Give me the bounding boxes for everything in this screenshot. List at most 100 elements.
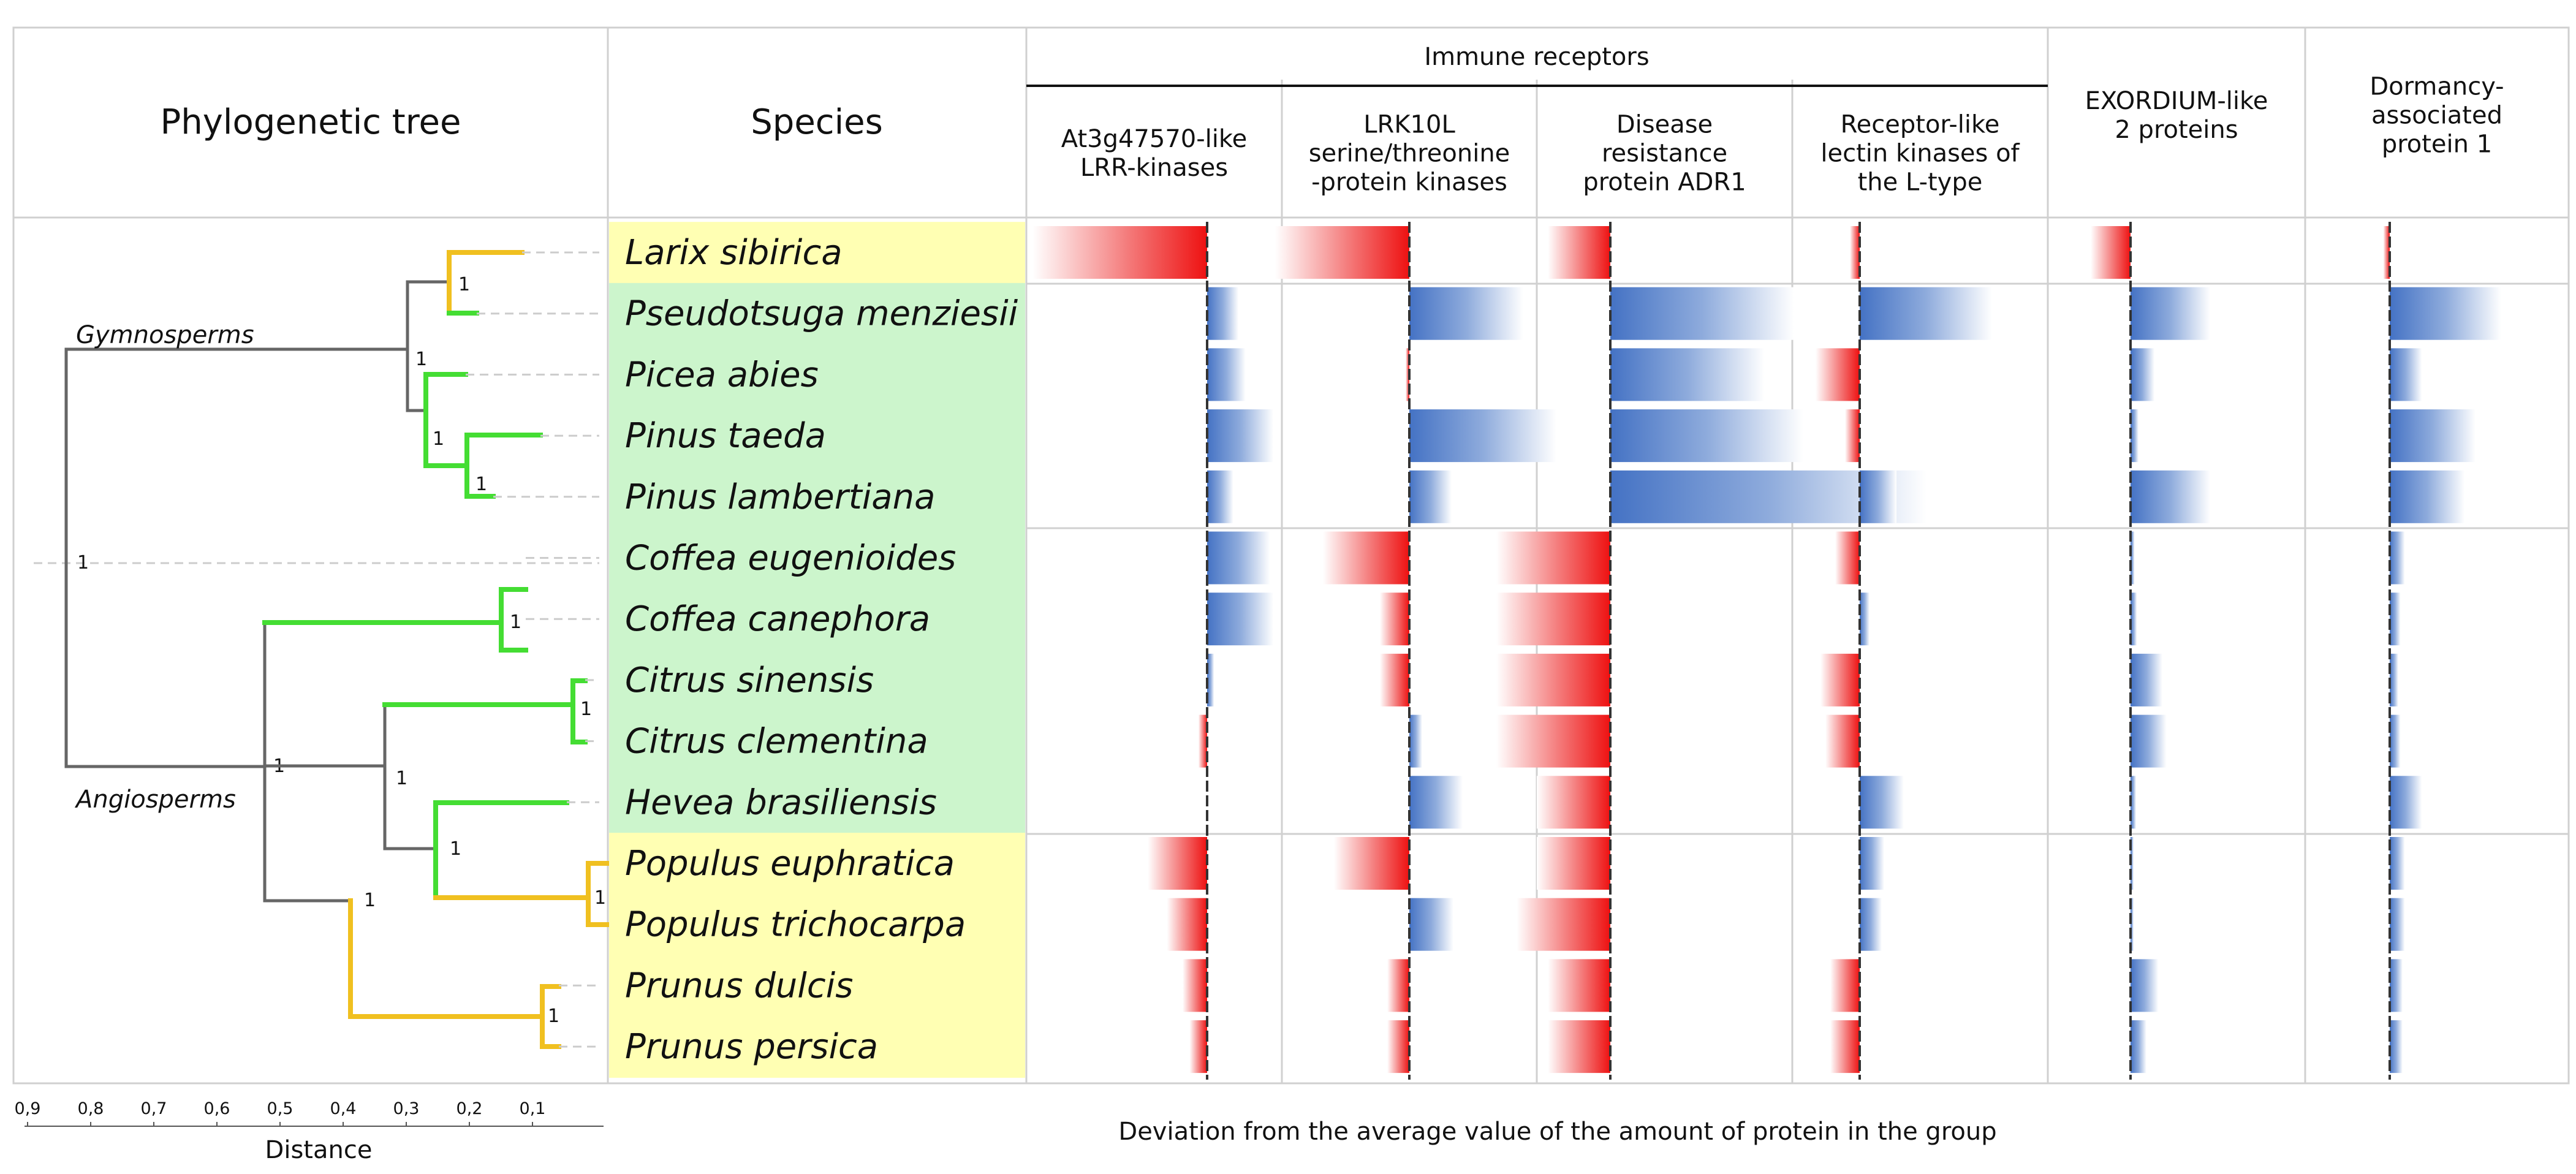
species-highlight — [609, 1016, 1025, 1078]
species-highlight — [609, 833, 1025, 895]
bar-positive — [1610, 348, 1765, 401]
species-name: Hevea brasiliensis — [625, 782, 937, 822]
column-header-line: -protein kinases — [1311, 169, 1507, 197]
column-header-line: EXORDIUM-like — [2085, 87, 2268, 115]
bar-negative — [1548, 1020, 1610, 1074]
bar-positive — [1409, 714, 1422, 768]
bar-negative — [1825, 714, 1860, 768]
clade-gymnosperms: Gymnosperms — [76, 321, 254, 349]
bar-positive — [2131, 653, 2162, 706]
bar-positive — [2390, 593, 2401, 646]
bar-negative — [1323, 531, 1409, 585]
bar-negative — [1334, 837, 1409, 890]
species-name: Populus euphratica — [625, 844, 955, 884]
bar-negative — [1548, 959, 1610, 1012]
bar-positive — [1409, 409, 1556, 463]
bar-positive — [2390, 1020, 2403, 1074]
column-header-line: LRR-kinases — [1080, 154, 1228, 182]
bar-positive — [1610, 287, 1794, 340]
species-name: Coffea canephora — [625, 599, 930, 639]
bar-positive — [2131, 1020, 2146, 1074]
column-header-line: Dormancy- — [2370, 73, 2504, 101]
column-header-line: serine/threonine — [1309, 140, 1510, 168]
bar-negative — [1189, 1020, 1207, 1074]
bar-positive — [1207, 348, 1246, 401]
species-highlight — [609, 405, 1025, 467]
column-header-line: protein ADR1 — [1583, 169, 1746, 197]
axis-tick-label: 0,4 — [330, 1099, 357, 1118]
bar-negative — [1496, 714, 1610, 768]
node-support-label: 1 — [580, 699, 592, 720]
node-support-label: 1 — [415, 349, 427, 370]
node-support-label: 1 — [396, 768, 407, 789]
bar-negative — [2091, 226, 2131, 279]
axis-tick-label: 0,2 — [456, 1099, 483, 1118]
species-highlight — [609, 771, 1025, 834]
node-support-label: 1 — [475, 474, 487, 495]
bar-positive — [1207, 653, 1214, 706]
axis-tick-label: 0,9 — [15, 1099, 41, 1118]
bar-charts — [1032, 222, 2501, 1080]
node-support-label: 1 — [433, 428, 444, 450]
clade-angiosperms: Angiosperms — [74, 786, 236, 814]
bar-negative — [1183, 959, 1207, 1012]
bar-positive — [1409, 287, 1523, 340]
bar-negative — [1198, 714, 1207, 768]
bar-positive — [1409, 898, 1453, 951]
bar-negative — [1167, 898, 1207, 951]
axis-tick-label: 0,5 — [267, 1099, 294, 1118]
species-name: Citrus sinensis — [625, 661, 874, 700]
bar-positive — [2390, 531, 2405, 585]
column-header-line: Disease — [1616, 111, 1713, 139]
species-highlight — [609, 955, 1025, 1017]
species-name: Populus trichocarpa — [625, 905, 966, 945]
bar-negative — [1850, 226, 1860, 279]
bar-negative — [1148, 837, 1207, 890]
bar-positive — [2390, 898, 2405, 951]
bar-positive — [2131, 959, 2159, 1012]
immune-receptors-header: Immune receptors — [1424, 43, 1649, 71]
bar-negative — [2383, 226, 2390, 279]
bar-negative — [1830, 959, 1860, 1012]
bar-positive — [1207, 470, 1233, 523]
column-header-line: resistance — [1602, 140, 1727, 168]
species-highlight — [609, 222, 1025, 284]
axis-tick-label: 0,3 — [393, 1099, 420, 1118]
species-highlight — [609, 710, 1025, 773]
axis-tick-label: 0,8 — [78, 1099, 104, 1118]
bar-positive — [2390, 470, 2465, 523]
bar-positive — [2131, 837, 2134, 890]
bar-positive — [2131, 714, 2167, 768]
bar-negative — [1537, 776, 1610, 829]
bar-negative — [1406, 348, 1409, 401]
column-header-line: associated — [2371, 102, 2502, 130]
species-highlight — [609, 527, 1025, 589]
species-header: Species — [751, 102, 883, 142]
tree-header: Phylogenetic tree — [161, 102, 461, 142]
bar-negative — [1496, 653, 1610, 706]
bar-positive — [2131, 776, 2137, 829]
distance-axis-label: Distance — [265, 1136, 373, 1164]
bar-negative — [1387, 959, 1409, 1012]
species-highlight — [609, 466, 1025, 528]
bar-positive — [1207, 409, 1274, 463]
bar-positive — [1409, 470, 1452, 523]
footer-caption: Deviation from the average value of the … — [1118, 1118, 1996, 1146]
species-name: Pseudotsuga menziesii — [625, 294, 1018, 334]
column-header-line: 2 proteins — [2115, 116, 2238, 144]
bar-negative — [1387, 1020, 1409, 1074]
species-name: Prunus dulcis — [625, 966, 853, 1005]
node-support-label: 1 — [458, 274, 470, 295]
bar-negative — [1380, 593, 1409, 646]
species-name: Picea abies — [625, 355, 819, 395]
column-header-line: the L-type — [1858, 169, 1983, 197]
node-support-label: 1 — [77, 552, 89, 574]
species-highlight — [609, 282, 1025, 345]
species-highlight — [609, 588, 1025, 651]
bar-positive — [2131, 470, 2210, 523]
bar-positive — [2390, 409, 2476, 463]
table-frame — [12, 26, 2570, 1085]
bar-positive — [1207, 287, 1239, 340]
species-highlight — [609, 893, 1025, 956]
